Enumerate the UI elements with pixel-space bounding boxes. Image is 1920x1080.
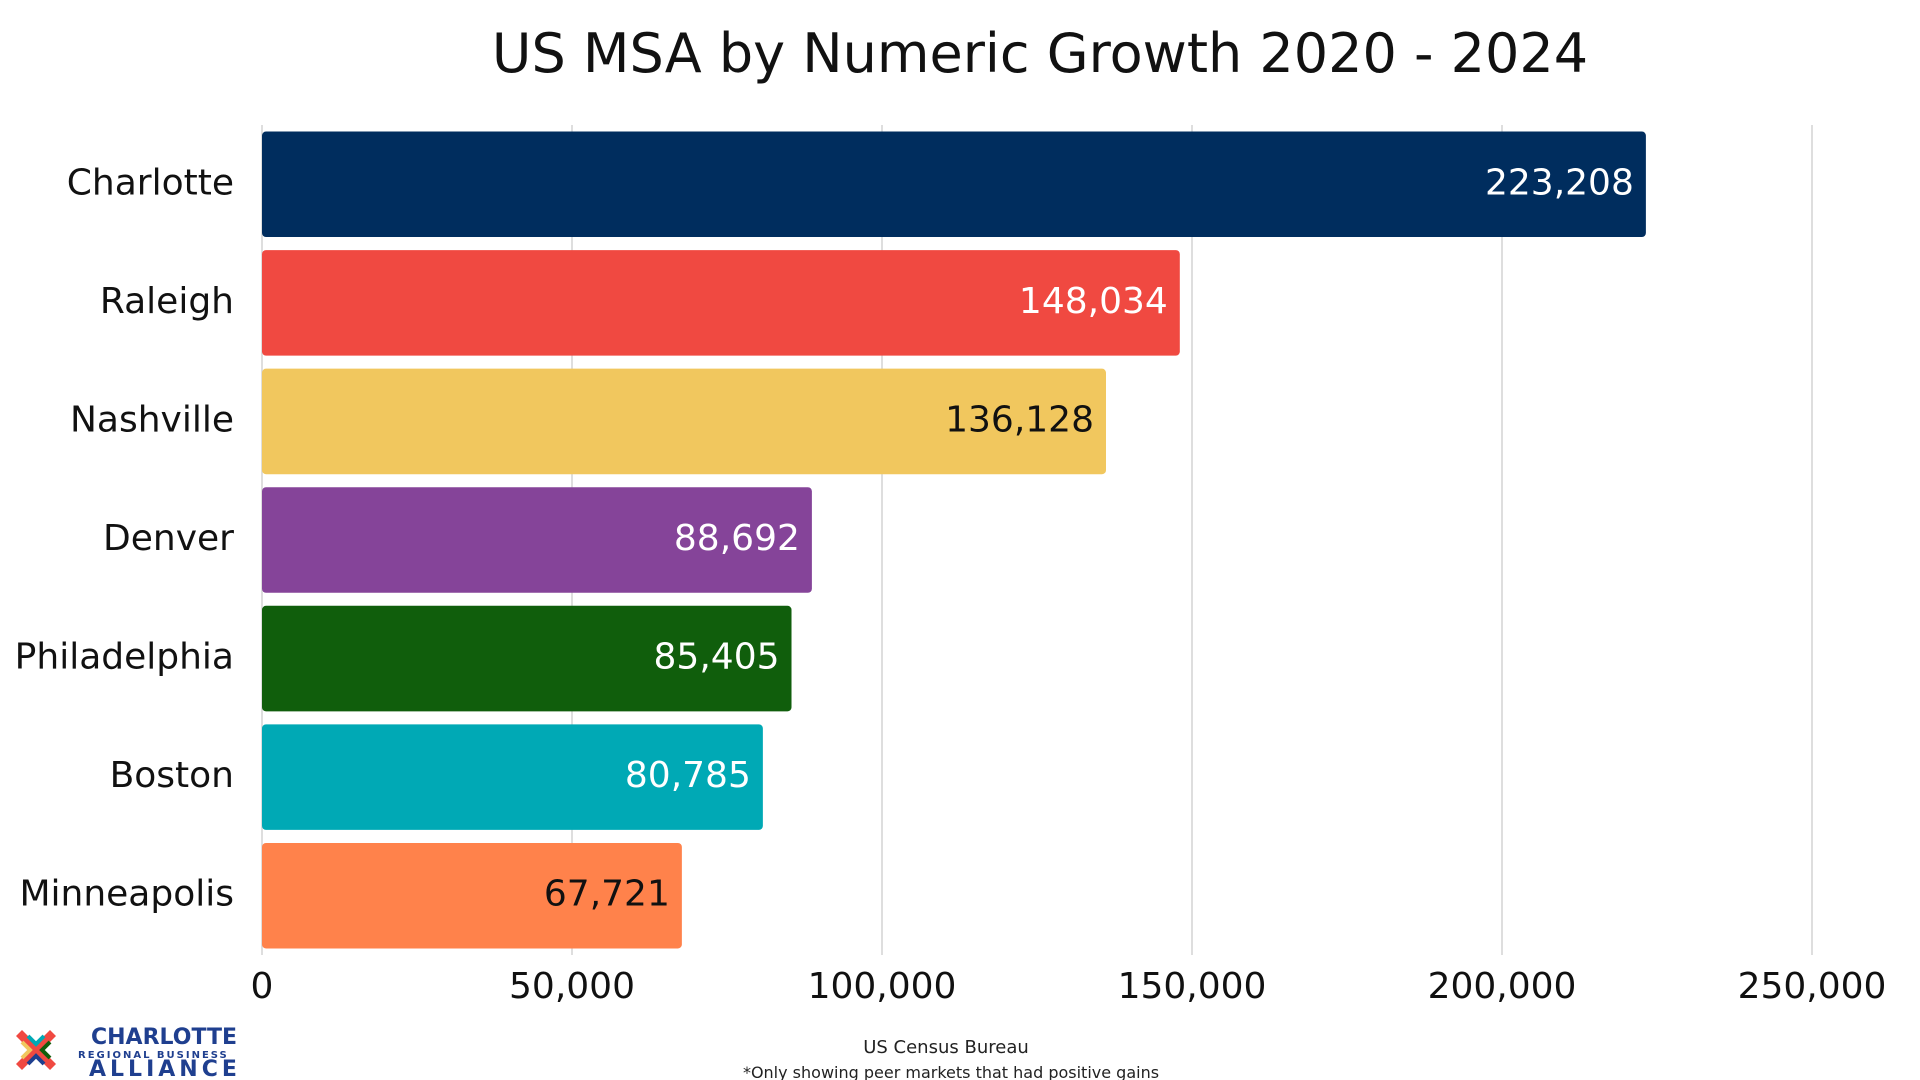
x-tick-label-0: 0	[251, 966, 274, 1007]
bar-boston	[262, 724, 763, 830]
value-label-charlotte: 223,208	[1485, 162, 1634, 203]
value-label-philadelphia: 85,405	[654, 637, 780, 678]
category-label-philadelphia: Philadelphia	[15, 637, 234, 678]
bar-charlotte	[262, 131, 1646, 238]
logo-line-3: ALLIANCE	[89, 1057, 241, 1080]
category-label-charlotte: Charlotte	[67, 162, 234, 203]
value-label-boston: 80,785	[625, 755, 751, 796]
value-label-minneapolis: 67,721	[544, 874, 670, 915]
x-tick-label-3: 150,000	[1118, 966, 1267, 1007]
logo-mark-icon	[16, 1030, 56, 1070]
value-label-raleigh: 148,034	[1019, 281, 1168, 322]
logo-line-1: CHARLOTTE	[91, 1025, 237, 1050]
category-labels: Charlotte Raleigh Nashville Denver Philadelp…	[15, 162, 235, 914]
logo-line-2: REGIONAL BUSINESS	[78, 1050, 229, 1061]
x-tick-label-2: 100,000	[808, 966, 957, 1007]
x-tick-label-5: 250,000	[1738, 966, 1887, 1007]
bar-philadelphia	[262, 605, 792, 712]
category-label-raleigh: Raleigh	[100, 281, 234, 322]
bar-nashville	[262, 368, 1106, 475]
value-labels: 223,208 148,034 136,128 88,692 85,405 80,785 6…	[544, 162, 1634, 914]
category-label-boston: Boston	[110, 755, 234, 796]
category-label-minneapolis: Minneapolis	[19, 874, 234, 915]
source-text: US Census Bureau	[863, 1037, 1029, 1058]
category-label-denver: Denver	[103, 518, 234, 559]
bar-raleigh	[262, 250, 1180, 356]
bar-denver	[262, 487, 812, 593]
x-axis-tick-labels: 0 50,000 100,000 150,000 200,000 250,000	[251, 966, 1887, 1007]
bars	[262, 131, 1646, 949]
charlotte-alliance-logo: CHARLOTTE REGIONAL BUSINESS ALLIANCE	[16, 1025, 241, 1080]
category-label-nashville: Nashville	[70, 399, 234, 440]
value-label-nashville: 136,128	[945, 399, 1094, 440]
bar-minneapolis	[262, 842, 682, 949]
value-label-denver: 88,692	[674, 518, 800, 559]
chart-title: US MSA by Numeric Growth 2020 - 2024	[492, 22, 1588, 85]
footnote-text: *Only showing peer markets that had posi…	[743, 1063, 1159, 1080]
x-tick-label-1: 50,000	[509, 966, 635, 1007]
x-tick-label-4: 200,000	[1428, 966, 1577, 1007]
